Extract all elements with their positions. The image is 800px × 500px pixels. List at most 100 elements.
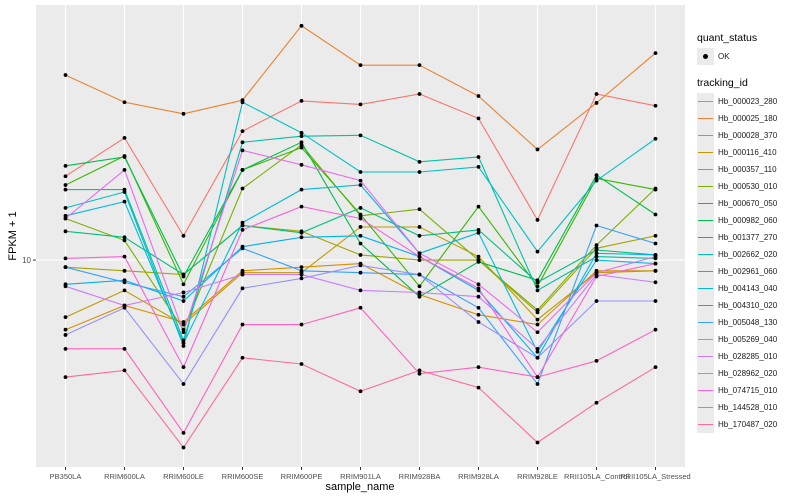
legend-key-line-icon <box>697 144 714 161</box>
legend-label: OK <box>718 52 730 61</box>
data-point-Hb_000357_110 <box>653 233 658 238</box>
legend-label: Hb_028962_020 <box>718 369 778 378</box>
data-point-Hb_000116_410 <box>535 317 540 322</box>
data-point-Hb_004310_020 <box>181 299 186 303</box>
data-point-Hb_028285_010 <box>122 303 127 308</box>
x-tick-label: RRIM600PE <box>281 472 323 481</box>
data-point-Hb_000025_180 <box>653 51 658 56</box>
data-point-Hb_000982_060 <box>358 241 363 246</box>
legend-item-Hb_000357_110: Hb_000357_110 <box>697 161 800 178</box>
legend-key-line-icon <box>697 263 714 280</box>
data-point-Hb_000023_280 <box>63 174 68 179</box>
data-point-Hb_000025_180 <box>358 63 363 68</box>
data-point-Hb_028962_020 <box>358 178 363 183</box>
data-point-Hb_000025_180 <box>417 63 422 68</box>
data-point-Hb_028285_010 <box>358 288 363 293</box>
legend-item-Hb_000982_060: Hb_000982_060 <box>697 212 800 229</box>
data-point-Hb_000023_280 <box>122 135 127 140</box>
legend-item-Hb_001377_270: Hb_001377_270 <box>697 229 800 246</box>
data-point-Hb_028962_020 <box>476 282 481 287</box>
data-point-Hb_000023_280 <box>358 102 363 107</box>
legend-item-Hb_004310_020: Hb_004310_020 <box>697 297 800 314</box>
data-point-Hb_000023_280 <box>417 92 422 96</box>
data-point-Hb_001377_270 <box>181 272 186 277</box>
data-point-Hb_000028_370 <box>63 327 68 332</box>
data-point-Hb_005269_040 <box>358 263 363 268</box>
data-point-Hb_144528_010 <box>299 322 304 327</box>
data-point-Hb_005048_130 <box>535 382 540 386</box>
data-point-Hb_001377_270 <box>476 227 481 232</box>
data-point-Hb_028962_020 <box>653 254 658 259</box>
data-point-Hb_028285_010 <box>181 290 186 295</box>
legend-label: Hb_000023_280 <box>718 97 778 106</box>
data-point-Hb_005269_040 <box>63 333 68 337</box>
data-point-Hb_074715_010 <box>358 216 363 221</box>
legend-key-line-icon <box>697 110 714 127</box>
data-point-Hb_002662_020 <box>535 288 540 293</box>
data-point-Hb_005269_040 <box>594 299 599 303</box>
legend: quant_status OK tracking_id Hb_000023_28… <box>697 32 800 433</box>
data-point-Hb_001377_270 <box>417 233 422 238</box>
y-axis: 10 <box>22 256 36 265</box>
data-point-Hb_002662_020 <box>417 159 422 164</box>
legend-key-line-icon <box>697 229 714 246</box>
data-point-Hb_000116_410 <box>181 322 186 327</box>
data-point-Hb_002662_020 <box>240 140 245 145</box>
legend-key-line-icon <box>697 382 714 399</box>
data-point-Hb_028285_010 <box>240 272 245 277</box>
data-point-Hb_004143_040 <box>122 199 127 204</box>
data-point-Hb_001377_270 <box>358 206 363 210</box>
data-point-Hb_000116_410 <box>476 254 481 259</box>
data-point-Hb_000023_280 <box>476 116 481 121</box>
data-point-Hb_028285_010 <box>476 294 481 299</box>
x-tick-label: RRIM901LA <box>340 472 381 481</box>
legend-key-line-icon <box>697 416 714 433</box>
legend-items: Hb_000023_280 Hb_000025_180 Hb_000028_370 H… <box>697 93 800 433</box>
data-point-Hb_144528_010 <box>653 327 658 332</box>
data-point-Hb_170487_020 <box>358 389 363 394</box>
data-point-Hb_000530_010 <box>535 308 540 312</box>
legend-item-Hb_000025_180: Hb_000025_180 <box>697 110 800 127</box>
data-point-Hb_000028_370 <box>535 322 540 327</box>
data-point-Hb_002961_060 <box>653 136 658 141</box>
legend-title-tracking-id: tracking_id <box>697 77 748 89</box>
data-point-Hb_144528_010 <box>594 358 599 363</box>
data-point-Hb_000357_110 <box>417 258 422 262</box>
data-point-Hb_170487_020 <box>594 400 599 405</box>
data-point-Hb_002662_020 <box>358 133 363 138</box>
data-point-Hb_004143_040 <box>299 187 304 192</box>
data-point-Hb_000670_050 <box>476 204 481 209</box>
data-point-Hb_005048_130 <box>240 246 245 251</box>
data-point-Hb_000982_060 <box>476 259 481 264</box>
data-point-Hb_001377_270 <box>122 235 127 240</box>
data-point-Hb_004310_020 <box>594 251 599 256</box>
data-point-Hb_002662_020 <box>181 338 186 343</box>
data-point-Hb_028962_020 <box>181 330 186 335</box>
data-point-Hb_005269_040 <box>181 382 186 386</box>
data-point-Hb_000025_180 <box>63 73 68 77</box>
data-point-Hb_004310_020 <box>358 233 363 238</box>
data-point-Hb_004143_040 <box>594 258 599 262</box>
data-point-Hb_000023_280 <box>594 92 599 96</box>
data-point-Hb_005269_040 <box>417 272 422 277</box>
data-point-Hb_002662_020 <box>594 254 599 259</box>
data-point-Hb_170487_020 <box>653 365 658 370</box>
data-point-Hb_000025_180 <box>594 101 599 105</box>
data-point-Hb_028962_020 <box>240 148 245 153</box>
data-point-Hb_000025_180 <box>535 147 540 152</box>
legend-label: Hb_000357_110 <box>718 165 777 174</box>
data-point-Hb_028962_020 <box>417 251 422 256</box>
legend-label: Hb_001377_270 <box>718 233 778 242</box>
data-point-Hb_028285_010 <box>417 290 422 295</box>
data-point-Hb_000116_410 <box>358 225 363 229</box>
data-point-Hb_144528_010 <box>476 365 481 370</box>
data-point-Hb_000670_050 <box>299 145 304 150</box>
data-point-Hb_028285_010 <box>535 346 540 351</box>
legend-item-Hb_028962_020: Hb_028962_020 <box>697 365 800 382</box>
data-point-Hb_000357_110 <box>358 253 363 257</box>
legend-item-Hb_000023_280: Hb_000023_280 <box>697 93 800 110</box>
data-point-Hb_144528_010 <box>417 371 422 376</box>
data-point-Hb_028962_020 <box>594 270 599 275</box>
data-point-Hb_005048_130 <box>653 241 658 246</box>
legend-label: Hb_004143_040 <box>718 284 778 293</box>
